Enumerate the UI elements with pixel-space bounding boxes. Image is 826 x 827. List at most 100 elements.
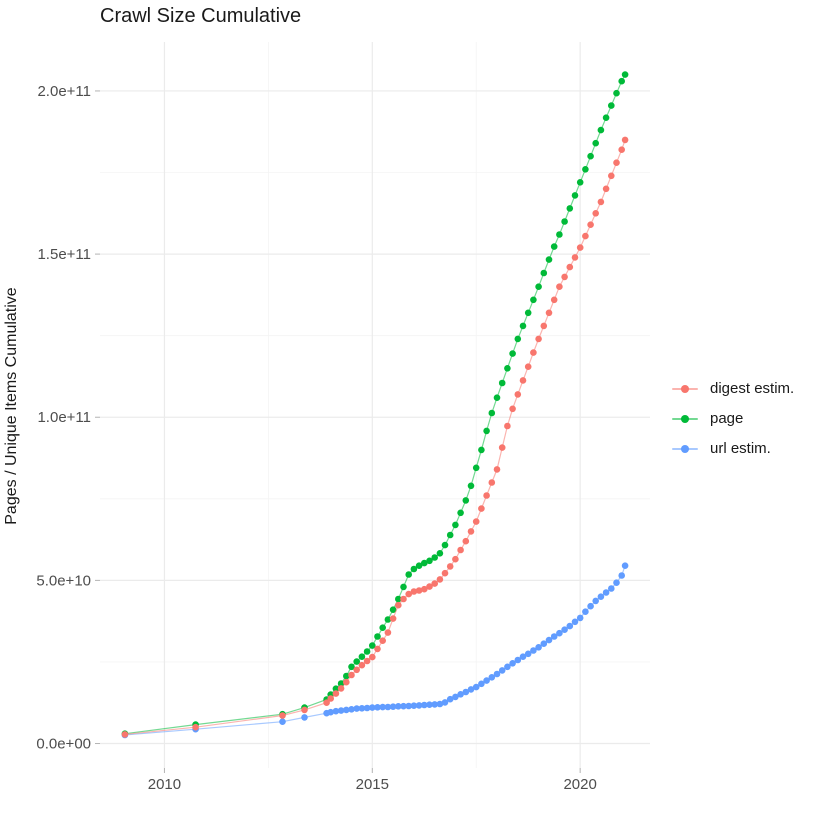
series-point-digest-estim- bbox=[389, 615, 397, 622]
series-point-url-estim- bbox=[530, 647, 537, 654]
series-point-page bbox=[358, 653, 366, 660]
series-point-digest-estim- bbox=[405, 590, 413, 598]
series-point-page bbox=[348, 663, 355, 671]
series-point-page bbox=[621, 71, 629, 78]
series-point-url-estim- bbox=[618, 572, 625, 579]
series-point-page bbox=[498, 379, 506, 387]
y-tick-label: 2.0e+11 bbox=[37, 83, 91, 100]
series-point-digest-estim- bbox=[384, 629, 392, 636]
series-point-page bbox=[524, 309, 532, 317]
series-point-page bbox=[587, 152, 594, 160]
series-point-digest-estim- bbox=[618, 146, 625, 153]
series-point-page bbox=[540, 269, 548, 277]
series-point-url-estim- bbox=[524, 650, 532, 658]
series-point-digest-estim- bbox=[530, 349, 537, 356]
series-point-page bbox=[467, 482, 475, 490]
series-point-digest-estim- bbox=[576, 244, 584, 251]
series-point-url-estim- bbox=[358, 705, 366, 712]
series-point-digest-estim- bbox=[613, 159, 620, 166]
series-point-page bbox=[550, 243, 558, 250]
series-point-digest-estim- bbox=[415, 587, 423, 594]
series-point-page bbox=[509, 350, 516, 357]
series-point-url-estim- bbox=[602, 589, 610, 596]
series-point-page bbox=[421, 559, 428, 567]
series-point-digest-estim- bbox=[332, 690, 340, 697]
legend-key-digest-estim-icon bbox=[672, 378, 698, 399]
series-point-page bbox=[582, 166, 589, 173]
series-point-digest-estim- bbox=[556, 283, 563, 291]
series-point-url-estim- bbox=[421, 701, 428, 709]
series-point-url-estim- bbox=[441, 699, 449, 706]
series-point-digest-estim- bbox=[519, 377, 527, 384]
legend-item-url-estim: url estim. bbox=[672, 438, 794, 459]
series-point-url-estim- bbox=[483, 677, 490, 684]
series-point-digest-estim- bbox=[457, 546, 464, 554]
series-point-url-estim- bbox=[426, 701, 433, 708]
series-point-page bbox=[332, 685, 340, 692]
series-point-url-estim- bbox=[597, 593, 605, 600]
legend-label-url-estim: url estim. bbox=[710, 440, 771, 457]
series-point-url-estim- bbox=[498, 667, 506, 674]
series-point-page bbox=[504, 365, 511, 372]
series-point-digest-estim- bbox=[363, 657, 371, 665]
series-point-page bbox=[602, 114, 610, 121]
series-point-page bbox=[343, 672, 350, 680]
series-point-digest-estim- bbox=[535, 335, 542, 343]
series-point-url-estim- bbox=[436, 700, 444, 708]
series-point-url-estim- bbox=[504, 663, 511, 671]
series-point-page bbox=[410, 565, 418, 573]
series-point-page bbox=[436, 550, 444, 557]
series-point-digest-estim- bbox=[467, 528, 475, 535]
series-point-page bbox=[415, 562, 423, 569]
series-point-url-estim- bbox=[535, 644, 542, 651]
series-point-url-estim- bbox=[493, 670, 501, 678]
series-point-digest-estim- bbox=[431, 580, 439, 587]
series-point-page bbox=[389, 606, 397, 613]
series-point-page bbox=[566, 205, 574, 212]
series-point-digest-estim- bbox=[592, 210, 599, 217]
series-point-digest-estim- bbox=[509, 405, 516, 413]
series-point-digest-estim- bbox=[478, 505, 485, 512]
series-point-url-estim- bbox=[395, 703, 402, 710]
series-point-url-estim- bbox=[389, 703, 397, 710]
series-point-page bbox=[608, 102, 615, 109]
series-point-page bbox=[613, 89, 620, 97]
series-point-page bbox=[514, 335, 522, 343]
series-point-url-estim- bbox=[478, 680, 485, 688]
series-point-url-estim- bbox=[571, 618, 579, 626]
series-point-digest-estim- bbox=[426, 583, 433, 590]
series-point-digest-estim- bbox=[571, 254, 579, 261]
series-point-digest-estim- bbox=[327, 695, 335, 702]
series-point-url-estim- bbox=[540, 640, 548, 647]
series-point-page bbox=[571, 192, 579, 199]
series-point-page bbox=[535, 283, 542, 291]
series-point-page bbox=[618, 77, 625, 85]
legend: digest estim. page url estim. bbox=[672, 378, 794, 459]
series-point-url-estim- bbox=[592, 597, 599, 605]
series-point-url-estim- bbox=[556, 629, 563, 637]
legend-label-digest-estim: digest estim. bbox=[710, 380, 795, 397]
series-point-page bbox=[441, 541, 449, 549]
series-point-url-estim- bbox=[514, 656, 522, 664]
series-point-page bbox=[530, 296, 537, 304]
series-point-digest-estim- bbox=[550, 296, 558, 304]
series-point-page bbox=[446, 531, 454, 539]
series-point-url-estim- bbox=[332, 707, 340, 715]
series-point-digest-estim- bbox=[379, 637, 387, 644]
series-point-url-estim- bbox=[369, 704, 376, 711]
series-point-page bbox=[452, 521, 459, 529]
legend-label-page: page bbox=[710, 410, 744, 427]
series-point-digest-estim- bbox=[395, 601, 402, 609]
series-point-page bbox=[374, 633, 381, 640]
series-point-url-estim- bbox=[400, 702, 407, 710]
series-point-page bbox=[400, 583, 407, 591]
series-point-page bbox=[493, 394, 501, 402]
y-tick-label: 1.5e+11 bbox=[37, 246, 91, 263]
series-point-digest-estim- bbox=[441, 569, 449, 577]
series-point-url-estim- bbox=[519, 653, 527, 660]
series-point-url-estim- bbox=[379, 703, 387, 711]
series-point-url-estim- bbox=[621, 562, 629, 569]
y-tick-label: 1.0e+11 bbox=[37, 409, 91, 426]
